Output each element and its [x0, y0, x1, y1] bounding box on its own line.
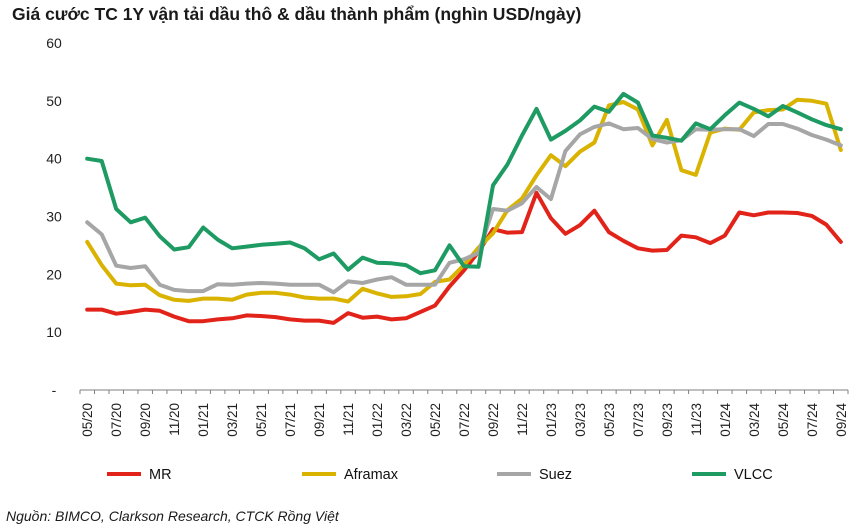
x-tick-label: 03/22 [399, 403, 414, 437]
y-tick-label: 10 [46, 324, 62, 340]
series-line-vlcc [85, 91, 843, 276]
x-axis-tick-marks [79, 390, 849, 394]
y-tick-label: 60 [46, 35, 62, 51]
x-tick-label: 11/22 [515, 403, 530, 436]
chart-title: Giá cước TC 1Y vận tải dầu thô & dầu thà… [12, 4, 582, 24]
legend-label-suez: Suez [539, 467, 572, 483]
y-tick-label: 40 [46, 151, 62, 167]
legend-label-mr: MR [149, 467, 172, 483]
y-tick-label: 20 [46, 266, 62, 282]
x-tick-label: 07/22 [457, 403, 472, 437]
y-tick-label: - [52, 382, 57, 398]
x-tick-label: 03/23 [573, 403, 588, 437]
x-tick-label: 05/22 [428, 403, 443, 437]
legend-label-vlcc: VLCC [734, 467, 773, 483]
x-tick-label: 05/23 [602, 403, 617, 437]
x-tick-label: 07/24 [805, 403, 820, 437]
x-tick-label: 07/23 [631, 403, 646, 437]
x-tick-label: 01/22 [370, 403, 385, 437]
source-note: Nguồn: BIMCO, Clarkson Research, CTCK Rồ… [6, 508, 339, 524]
x-tick-label: 05/24 [776, 403, 791, 437]
series-line-mr [85, 190, 843, 325]
y-tick-label: 50 [46, 93, 62, 109]
x-tick-label: 05/21 [254, 403, 269, 437]
y-tick-label: 30 [46, 209, 62, 225]
x-tick-label: 09/20 [138, 403, 153, 437]
x-tick-label: 11/20 [167, 403, 182, 436]
x-tick-label: 07/21 [283, 403, 298, 437]
x-tick-label: 09/21 [312, 403, 327, 437]
x-tick-label: 05/20 [80, 403, 95, 437]
x-tick-label: 09/24 [834, 403, 849, 437]
x-tick-label: 07/20 [109, 403, 124, 437]
x-tick-label: 03/21 [225, 403, 240, 437]
y-axis-ticks: - 10 20 30 40 50 60 [46, 35, 62, 398]
x-tick-label: 09/23 [660, 403, 675, 437]
legend: MR Aframax Suez VLCC [107, 467, 773, 483]
x-tick-label: 01/24 [718, 403, 733, 437]
x-tick-label: 11/21 [341, 403, 356, 436]
x-tick-label: 11/23 [689, 403, 704, 436]
series-lines [85, 91, 843, 325]
x-tick-label: 01/23 [544, 403, 559, 437]
x-tick-label: 03/24 [747, 403, 762, 437]
series-line-suez [85, 121, 843, 295]
x-tick-label: 09/22 [486, 403, 501, 437]
x-tick-label: 01/21 [196, 403, 211, 437]
x-axis-ticks: 05/20 07/20 09/20 11/20 01/21 03/21 05/21 07/21… [80, 403, 849, 437]
legend-label-aframax: Aframax [344, 467, 399, 483]
